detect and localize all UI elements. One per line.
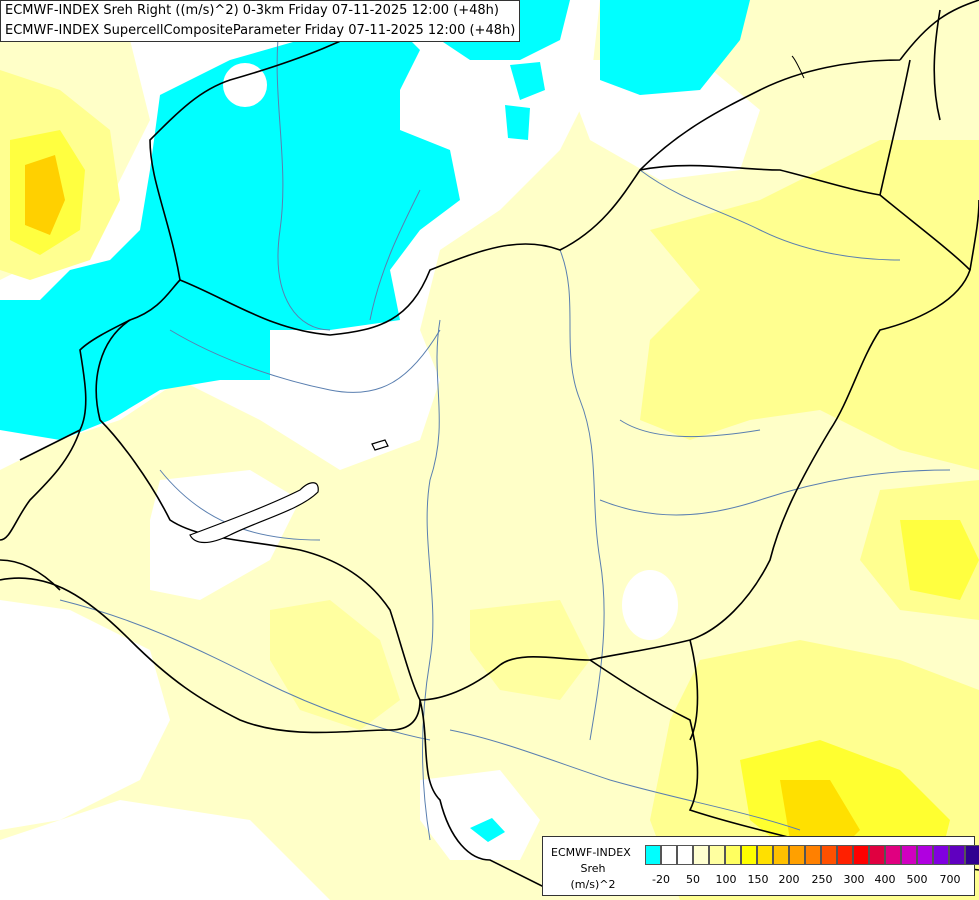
legend-tick-label: -20: [652, 873, 670, 886]
yellow-field-center: [270, 600, 400, 730]
map-title-primary: ECMWF-INDEX Sreh Right ((m/s)^2) 0-3km F…: [5, 3, 499, 18]
legend-swatch: [965, 845, 979, 865]
legend-tick-label: 400: [874, 873, 896, 886]
border-romania: [689, 639, 699, 741]
legend-unit-label: (m/s)^2: [570, 878, 616, 891]
cyan-field-north: [0, 20, 460, 440]
border-slovenia: [0, 429, 81, 591]
gold-field-east: [900, 520, 979, 600]
legend-swatch: [773, 845, 789, 865]
white-field-south: [420, 770, 540, 860]
legend-swatch: [853, 845, 869, 865]
legend-swatch: [869, 845, 885, 865]
legend-swatch: [917, 845, 933, 865]
map-title-secondary: ECMWF-INDEX SupercellCompositeParameter …: [5, 23, 516, 38]
legend-tick-label: 200: [778, 873, 800, 886]
legend-swatch: [933, 845, 949, 865]
legend-swatch: [741, 845, 757, 865]
color-legend: ECMWF-INDEX Sreh (m/s)^2 -20 50 100 150 200 2…: [542, 836, 979, 896]
white-field-west: [0, 600, 170, 830]
yellow-field-east: [640, 140, 979, 470]
cyan-blob-small-b: [505, 105, 530, 140]
legend-swatch: [677, 845, 693, 865]
legend-tick-label: 300: [843, 873, 865, 886]
legend-swatch: [725, 845, 741, 865]
orange-core-west: [25, 155, 65, 235]
legend-tick-label: 150: [747, 873, 769, 886]
border-croatia: [0, 577, 551, 891]
white-spot-east: [622, 570, 678, 640]
legend-swatch: [709, 845, 725, 865]
legend-tick-label: 100: [715, 873, 737, 886]
lake-small: [371, 439, 389, 451]
white-field-northeast: [560, 60, 760, 180]
legend-swatch: [821, 845, 837, 865]
border-slovakia: [149, 0, 979, 281]
legend-swatch: [661, 845, 677, 865]
white-field-southwest: [0, 800, 330, 900]
legend-tick-label: 500: [906, 873, 928, 886]
legend-swatch: [885, 845, 901, 865]
legend-tick-label: 250: [811, 873, 833, 886]
white-hole-in-cyan: [223, 63, 267, 107]
yellow-field-center-south: [470, 600, 590, 700]
border-hungary: [95, 164, 971, 701]
lake-balaton: [189, 482, 319, 544]
legend-swatch: [645, 845, 661, 865]
legend-swatch: [757, 845, 773, 865]
legend-swatch: [805, 845, 821, 865]
legend-swatch: [901, 845, 917, 865]
lake-northeast: [791, 55, 805, 79]
legend-swatch: [789, 845, 805, 865]
legend-model-label: ECMWF-INDEX: [551, 846, 631, 859]
title-box: ECMWF-INDEX Sreh Right ((m/s)^2) 0-3km F…: [0, 0, 520, 42]
legend-tick-label: 50: [686, 873, 700, 886]
cyan-blob-south: [470, 818, 505, 842]
legend-swatch: [949, 845, 965, 865]
cyan-field-top-right: [600, 0, 750, 95]
legend-swatch: [693, 845, 709, 865]
rivers: [59, 19, 951, 841]
legend-swatch: [837, 845, 853, 865]
legend-variable-label: Sreh: [580, 862, 606, 875]
legend-tick-label: 700: [939, 873, 961, 886]
cyan-blob-small-a: [510, 62, 545, 100]
